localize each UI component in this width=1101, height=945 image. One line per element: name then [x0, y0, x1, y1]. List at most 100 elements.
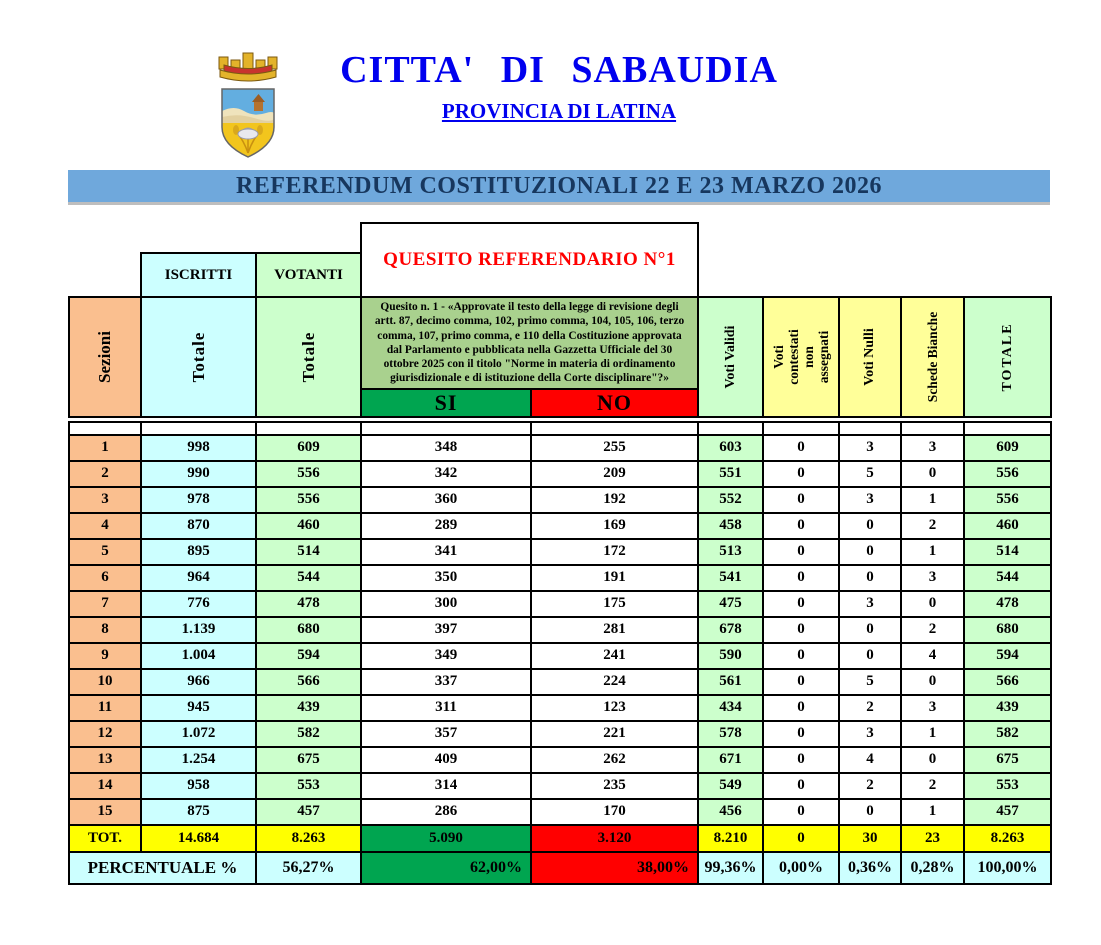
cell-iscritti: 870 [140, 511, 257, 540]
cell-voti-contestati: 0 [762, 641, 841, 670]
table-row: 2 990 556 342 209 551 0 5 0 556 [68, 459, 1053, 488]
cell-totale: 460 [963, 511, 1053, 540]
cell-si: 289 [360, 511, 533, 540]
cell-sezione: 4 [68, 511, 142, 540]
cell-si: 300 [360, 589, 533, 618]
totals-no: 3.120 [530, 823, 700, 853]
province-subtitle: PROVINCIA DI LATINA [441, 99, 677, 123]
city-crest-icon [218, 52, 278, 158]
cell-voti-validi: 434 [697, 693, 765, 722]
cell-totale: 478 [963, 589, 1053, 618]
cell-totale: 556 [963, 459, 1053, 488]
cell-iscritti: 958 [140, 771, 257, 800]
cell-voti-nulli: 0 [838, 563, 903, 592]
cell-no: 235 [530, 771, 700, 800]
cell-si: 357 [360, 719, 533, 748]
cell-voti-contestati: 0 [762, 615, 841, 644]
table-row: 4 870 460 289 169 458 0 0 2 460 [68, 511, 1053, 540]
cell-si: 311 [360, 693, 533, 722]
header-row-main: Sezioni Totale Totale Quesito n. 1 - «Ap… [68, 296, 1053, 418]
blank-cell [762, 420, 841, 436]
col-header-si: SI [360, 387, 533, 418]
percent-schede-bianche: 0,28% [900, 850, 966, 885]
col-header-votanti-totale-label: Totale [298, 331, 318, 383]
table-row: 15 875 457 286 170 456 0 0 1 457 [68, 797, 1053, 826]
cell-voti-validi: 561 [697, 667, 765, 696]
cell-totale: 556 [963, 485, 1053, 514]
cell-voti-validi: 552 [697, 485, 765, 514]
blank-cell [900, 420, 966, 436]
cell-si: 314 [360, 771, 533, 800]
cell-votanti: 566 [254, 667, 363, 696]
col-header-voti-nulli: Voti Nulli [838, 296, 903, 418]
cell-votanti: 457 [254, 797, 363, 826]
cell-voti-nulli: 2 [838, 771, 903, 800]
col-header-votanti-totale: Totale [254, 296, 363, 418]
quesito-title: QUESITO REFERENDARIO N°1 [360, 222, 700, 298]
totals-voti-validi: 8.210 [697, 823, 765, 853]
spacer-cell [69, 223, 362, 253]
cell-si: 348 [360, 433, 533, 462]
cell-schede-bianche: 2 [900, 615, 966, 644]
cell-voti-nulli: 3 [838, 433, 903, 462]
percentages-row: PERCENTUALE % 56,27% 62,00% 38,00% 99,36… [68, 850, 1053, 885]
cell-iscritti: 1.004 [140, 641, 257, 670]
cell-voti-validi: 513 [697, 537, 765, 566]
cell-totale: 594 [963, 641, 1053, 670]
cell-no: 281 [530, 615, 700, 644]
cell-voti-validi: 475 [697, 589, 765, 618]
col-header-schede-bianche: Schede Bianche [900, 296, 966, 418]
cell-voti-contestati: 0 [762, 589, 841, 618]
cell-totale: 514 [963, 537, 1053, 566]
cell-voti-nulli: 4 [838, 745, 903, 774]
cell-voti-contestati: 0 [762, 719, 841, 748]
cell-voti-validi: 549 [697, 771, 765, 800]
cell-votanti: 478 [254, 589, 363, 618]
cell-iscritti: 875 [140, 797, 257, 826]
cell-no: 170 [530, 797, 700, 826]
cell-schede-bianche: 1 [900, 719, 966, 748]
cell-sezione: 2 [68, 459, 142, 488]
cell-voti-contestati: 0 [762, 485, 841, 514]
table-row: 7 776 478 300 175 475 0 3 0 478 [68, 589, 1053, 618]
cell-schede-bianche: 3 [900, 433, 966, 462]
blank-cell [697, 420, 765, 436]
totals-voti-contestati: 0 [762, 823, 841, 853]
percent-si: 62,00% [360, 850, 533, 885]
cell-totale: 582 [963, 719, 1053, 748]
cell-iscritti: 1.072 [140, 719, 257, 748]
percent-votanti: 56,27% [254, 850, 363, 885]
cell-voti-validi: 678 [697, 615, 765, 644]
cell-si: 349 [360, 641, 533, 670]
cell-sezione: 7 [68, 589, 142, 618]
cell-totale: 609 [963, 433, 1053, 462]
cell-iscritti: 1.254 [140, 745, 257, 774]
cell-iscritti: 998 [140, 433, 257, 462]
cell-voti-contestati: 0 [762, 537, 841, 566]
header-row-si-no: SI NO [69, 387, 1051, 418]
cell-voti-validi: 551 [697, 459, 765, 488]
cell-iscritti: 945 [140, 693, 257, 722]
cell-voti-nulli: 0 [838, 797, 903, 826]
col-header-totale-label: TOTALE [999, 322, 1015, 392]
cell-voti-nulli: 0 [838, 511, 903, 540]
cell-votanti: 609 [254, 433, 363, 462]
cell-voti-validi: 578 [697, 719, 765, 748]
cell-votanti: 460 [254, 511, 363, 540]
cell-sezione: 9 [68, 641, 142, 670]
cell-votanti: 556 [254, 459, 363, 488]
table-row: 8 1.139 680 397 281 678 0 0 2 680 [68, 615, 1053, 644]
totals-row: TOT. 14.684 8.263 5.090 3.120 8.210 0 30… [68, 823, 1053, 853]
cell-voti-contestati: 0 [762, 433, 841, 462]
percent-no: 38,00% [530, 850, 700, 885]
cell-voti-contestati: 0 [762, 745, 841, 774]
cell-schede-bianche: 0 [900, 589, 966, 618]
totals-voti-nulli: 30 [838, 823, 903, 853]
document-page: CITTA' DI SABAUDIA PROVINCIA DI LATINA R… [68, 0, 1053, 945]
col-header-iscritti-totale: Totale [140, 296, 257, 418]
cell-voti-nulli: 3 [838, 485, 903, 514]
cell-iscritti: 776 [140, 589, 257, 618]
cell-voti-nulli: 0 [838, 537, 903, 566]
table-row: 9 1.004 594 349 241 590 0 0 4 594 [68, 641, 1053, 670]
cell-si: 342 [360, 459, 533, 488]
